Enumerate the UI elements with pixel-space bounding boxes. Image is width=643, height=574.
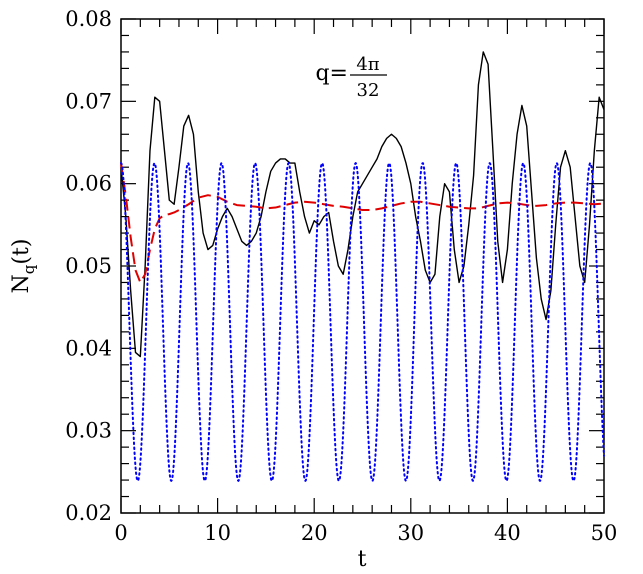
- x-tick-label: 20: [301, 521, 328, 545]
- x-tick-label: 40: [494, 521, 521, 545]
- series-line-dashed: [120, 162, 605, 284]
- y-tick-label: 0.03: [65, 419, 112, 443]
- y-tick-label: 0.08: [65, 7, 112, 31]
- series-group: [120, 51, 605, 482]
- y-tick-label: 0.02: [65, 501, 112, 525]
- series-line-dotted: [120, 162, 605, 482]
- x-tick-label: 10: [204, 521, 231, 545]
- series-line-solid: [120, 51, 605, 358]
- y-axis-label-sub: q: [20, 264, 38, 274]
- y-tick-labels: 0.02 0.03 0.04 0.05 0.06 0.07 0.08: [65, 7, 112, 525]
- annotation-denominator: 32: [357, 80, 380, 101]
- y-axis-label-suffix: (t): [9, 239, 34, 265]
- y-axis-label-main: N: [9, 274, 34, 293]
- y-tick-label: 0.07: [65, 89, 112, 113]
- annotation-prefix: q=: [315, 61, 348, 86]
- y-tick-label: 0.04: [65, 336, 112, 360]
- annotation-numerator: 4π: [356, 54, 379, 75]
- x-axis-label: t: [358, 547, 367, 572]
- x-tick-label: 0: [114, 521, 127, 545]
- annotation: q= 4π 32: [315, 54, 387, 101]
- y-tick-label: 0.06: [65, 172, 112, 196]
- x-tick-labels: 0 10 20 30 40 50: [114, 521, 617, 545]
- x-tick-label: 30: [397, 521, 424, 545]
- y-tick-label: 0.05: [65, 254, 112, 278]
- y-axis-label: Nq(t): [9, 239, 38, 294]
- x-tick-label: 50: [591, 521, 618, 545]
